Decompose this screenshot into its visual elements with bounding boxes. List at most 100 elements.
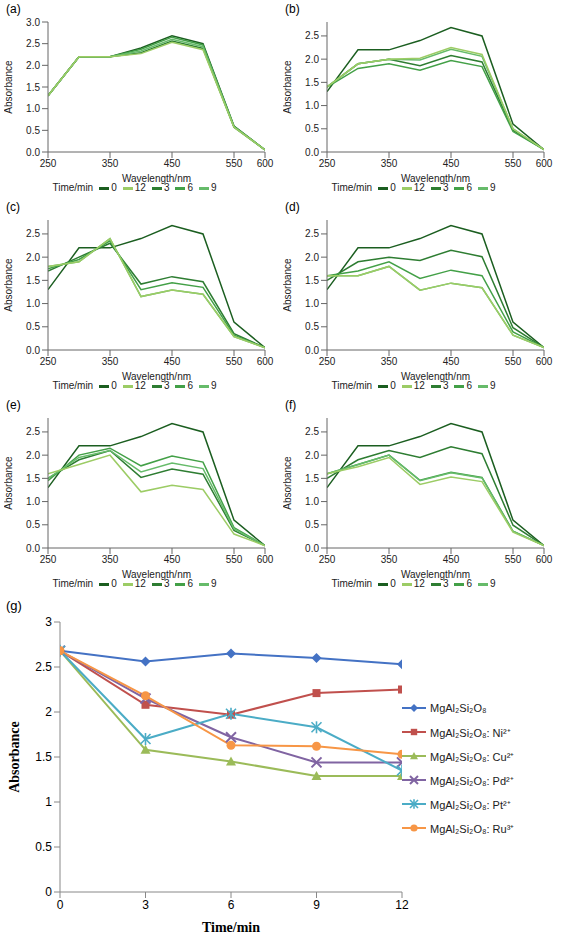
svg-text:600: 600 [536,356,553,367]
svg-text:550: 550 [505,554,522,565]
svg-text:450: 450 [164,554,181,565]
svg-text:250: 250 [319,356,336,367]
svg-text:2.5: 2.5 [305,228,319,239]
svg-text:350: 350 [381,158,398,169]
svg-text:Absorbance: Absorbance [283,258,293,312]
svg-text:600: 600 [536,158,553,169]
svg-text:2.0: 2.0 [305,54,319,65]
svg-text:Absorbance: Absorbance [4,60,14,114]
svg-text:2.5: 2.5 [305,426,319,437]
svg-text:250: 250 [319,554,336,565]
html-text:(g): (g) [6,598,22,613]
svg-text:0.0: 0.0 [26,345,40,356]
svg-text:12: 12 [395,898,409,912]
svg-text:0: 0 [57,898,64,912]
svg-text:250: 250 [319,158,336,169]
svg-text:450: 450 [443,554,460,565]
svg-text:250: 250 [40,158,57,169]
svg-text:600: 600 [536,554,553,565]
svg-text:1.5: 1.5 [305,77,319,88]
svg-text:550: 550 [226,158,243,169]
svg-text:2.0: 2.0 [26,450,40,461]
svg-text:550: 550 [226,554,243,565]
html-text:(a): (a) [6,2,21,16]
svg-text:600: 600 [257,158,274,169]
svg-text:0.5: 0.5 [26,519,40,530]
svg-text:2: 2 [45,705,52,719]
svg-text:450: 450 [443,158,460,169]
svg-text:2.5: 2.5 [26,228,40,239]
svg-text:1.5: 1.5 [26,473,40,484]
svg-text:1.0: 1.0 [305,496,319,507]
svg-text:0.5: 0.5 [26,125,40,136]
html-text:(b): (b) [285,2,300,16]
svg-text:1.5: 1.5 [305,473,319,484]
html-text:MgAl₂Si₂O₈: Ni²⁺: MgAl₂Si₂O₈: Ni²⁺ [430,726,511,739]
svg-text:250: 250 [40,356,57,367]
svg-text:0.0: 0.0 [26,543,40,554]
svg-text:Absorbance: Absorbance [4,456,14,510]
svg-text:2.0: 2.0 [305,252,319,263]
svg-text:Wavelength/nm: Wavelength/nm [122,371,191,382]
svg-text:0: 0 [45,885,52,899]
svg-text:350: 350 [102,356,119,367]
svg-text:450: 450 [443,356,460,367]
svg-text:0.5: 0.5 [305,519,319,530]
svg-text:2.5: 2.5 [26,38,40,49]
svg-text:0.5: 0.5 [26,321,40,332]
svg-text:350: 350 [102,158,119,169]
svg-text:3: 3 [45,615,52,629]
svg-text:1: 1 [45,795,52,809]
svg-text:2.0: 2.0 [26,60,40,71]
svg-text:1.0: 1.0 [26,103,40,114]
svg-text:450: 450 [164,356,181,367]
html-text:(d): (d) [285,200,300,214]
svg-text:350: 350 [381,356,398,367]
svg-text:Absorbance: Absorbance [283,60,293,114]
html-text:(c): (c) [6,200,20,214]
svg-text:0.0: 0.0 [305,543,319,554]
svg-text:1.5: 1.5 [26,275,40,286]
svg-text:550: 550 [226,356,243,367]
svg-text:250: 250 [40,554,57,565]
svg-text:9: 9 [313,898,320,912]
svg-text:1.0: 1.0 [26,298,40,309]
svg-text:Wavelength/nm: Wavelength/nm [122,569,191,580]
svg-text:3: 3 [142,898,149,912]
svg-text:Time/min: Time/min [202,920,260,935]
svg-text:600: 600 [257,554,274,565]
svg-text:3.0: 3.0 [26,17,40,28]
svg-text:2.5: 2.5 [26,426,40,437]
svg-text:0.0: 0.0 [305,147,319,158]
svg-text:0.5: 0.5 [305,123,319,134]
svg-text:450: 450 [164,158,181,169]
svg-text:350: 350 [102,554,119,565]
svg-text:Absorbance: Absorbance [4,258,14,312]
svg-text:550: 550 [505,158,522,169]
svg-text:2.5: 2.5 [305,30,319,41]
svg-text:Absorbance: Absorbance [7,721,22,793]
svg-text:1.5: 1.5 [35,750,52,764]
svg-text:Wavelength/nm: Wavelength/nm [401,173,470,184]
svg-text:1.0: 1.0 [305,100,319,111]
svg-text:Wavelength/nm: Wavelength/nm [401,569,470,580]
svg-text:1.0: 1.0 [26,496,40,507]
svg-text:350: 350 [381,554,398,565]
svg-text:550: 550 [505,356,522,367]
svg-text:6: 6 [228,898,235,912]
svg-text:0.0: 0.0 [26,147,40,158]
svg-text:1.5: 1.5 [305,275,319,286]
svg-text:Wavelength/nm: Wavelength/nm [401,371,470,382]
svg-text:2.0: 2.0 [305,450,319,461]
svg-text:0.5: 0.5 [305,321,319,332]
svg-text:2.5: 2.5 [35,660,52,674]
svg-text:600: 600 [257,356,274,367]
svg-text:1.5: 1.5 [26,82,40,93]
svg-text:Absorbance: Absorbance [283,456,293,510]
svg-text:1.0: 1.0 [305,298,319,309]
svg-text:Wavelength/nm: Wavelength/nm [122,173,191,184]
svg-text:0.0: 0.0 [305,345,319,356]
svg-text:0.5: 0.5 [35,840,52,854]
html-text:(e): (e) [6,398,21,412]
svg-text:2.0: 2.0 [26,252,40,263]
